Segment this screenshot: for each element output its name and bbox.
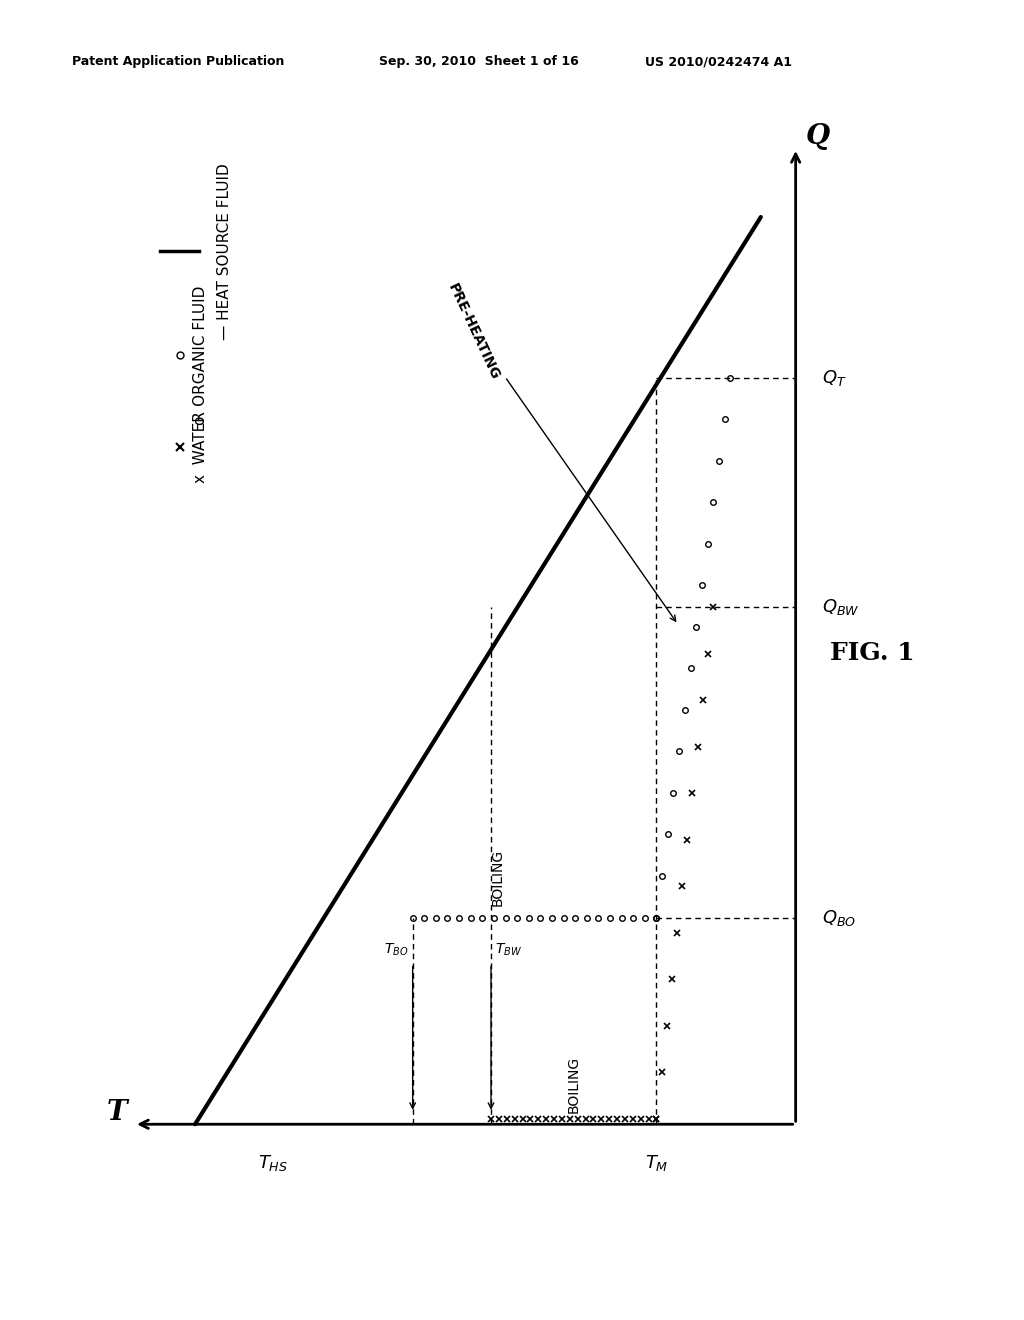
Text: x  WATER: x WATER (194, 411, 208, 483)
Text: $T_{BW}$: $T_{BW}$ (496, 941, 522, 958)
Text: $T_{HS}$: $T_{HS}$ (258, 1152, 289, 1173)
Text: o  ORGANIC FLUID: o ORGANIC FLUID (194, 285, 208, 425)
Text: $T_M$: $T_M$ (644, 1152, 669, 1173)
Text: $Q_T$: $Q_T$ (821, 368, 847, 388)
Text: BOILING: BOILING (490, 849, 505, 906)
Text: Patent Application Publication: Patent Application Publication (72, 55, 284, 69)
Text: US 2010/0242474 A1: US 2010/0242474 A1 (645, 55, 793, 69)
Text: Sep. 30, 2010  Sheet 1 of 16: Sep. 30, 2010 Sheet 1 of 16 (379, 55, 579, 69)
Text: FIG. 1: FIG. 1 (830, 642, 915, 665)
Text: $Q_{BW}$: $Q_{BW}$ (821, 598, 859, 618)
Text: Q: Q (805, 123, 829, 150)
Text: $T_{BO}$: $T_{BO}$ (384, 941, 409, 958)
Text: T: T (106, 1100, 127, 1126)
Text: PRE-HEATING: PRE-HEATING (445, 281, 676, 622)
Text: $Q_{BO}$: $Q_{BO}$ (821, 908, 856, 928)
Text: — HEAT SOURCE FLUID: — HEAT SOURCE FLUID (217, 164, 231, 339)
Text: BOILING: BOILING (566, 1056, 581, 1113)
